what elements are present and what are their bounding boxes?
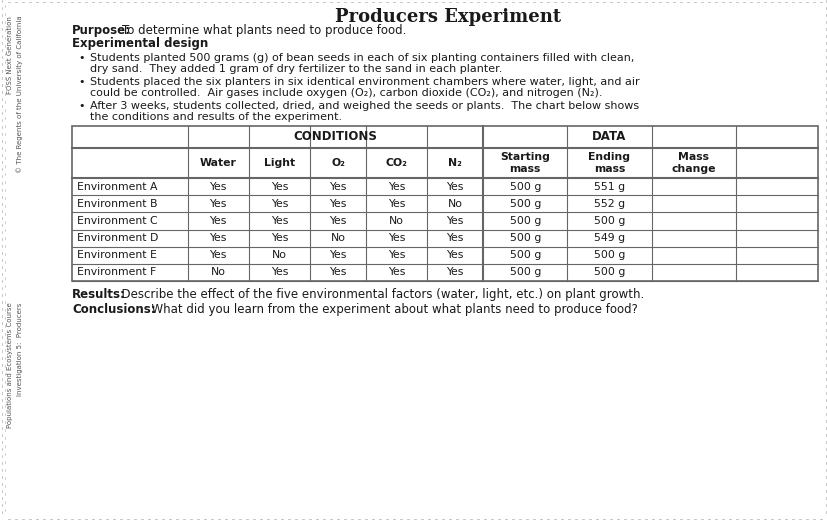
Text: Yes: Yes bbox=[387, 267, 404, 277]
Text: Yes: Yes bbox=[270, 267, 288, 277]
Text: Environment A: Environment A bbox=[77, 182, 157, 192]
Text: Experimental design: Experimental design bbox=[72, 37, 208, 50]
Text: •: • bbox=[78, 101, 84, 111]
Text: Yes: Yes bbox=[387, 233, 404, 243]
Text: 500 g: 500 g bbox=[509, 216, 540, 226]
Text: No: No bbox=[210, 267, 226, 277]
Text: © The Regents of the University of California: © The Regents of the University of Calif… bbox=[17, 16, 23, 173]
Text: No: No bbox=[271, 250, 286, 260]
Text: Yes: Yes bbox=[329, 182, 347, 192]
Text: 500 g: 500 g bbox=[593, 267, 624, 277]
Text: 549 g: 549 g bbox=[593, 233, 624, 243]
Text: Yes: Yes bbox=[209, 250, 227, 260]
Text: After 3 weeks, students collected, dried, and weighed the seeds or plants.  The : After 3 weeks, students collected, dried… bbox=[90, 101, 638, 111]
Text: 552 g: 552 g bbox=[593, 199, 624, 209]
Text: Ending
mass: Ending mass bbox=[588, 152, 629, 174]
Text: DATA: DATA bbox=[591, 130, 626, 143]
Text: N₂: N₂ bbox=[447, 158, 461, 168]
Text: Yes: Yes bbox=[387, 182, 404, 192]
Text: 500 g: 500 g bbox=[509, 199, 540, 209]
Text: Describe the effect of the five environmental factors (water, light, etc.) on pl: Describe the effect of the five environm… bbox=[114, 288, 643, 301]
Text: No: No bbox=[389, 216, 404, 226]
Text: Environment F: Environment F bbox=[77, 267, 156, 277]
Text: Environment D: Environment D bbox=[77, 233, 158, 243]
Text: Yes: Yes bbox=[329, 216, 347, 226]
Text: Environment B: Environment B bbox=[77, 199, 157, 209]
Text: 500 g: 500 g bbox=[593, 250, 624, 260]
Text: To determine what plants need to produce food.: To determine what plants need to produce… bbox=[122, 24, 406, 37]
Text: CO₂: CO₂ bbox=[385, 158, 407, 168]
Text: Environment E: Environment E bbox=[77, 250, 156, 260]
Text: Students placed the six planters in six identical environment chambers where wat: Students placed the six planters in six … bbox=[90, 77, 638, 87]
Text: Yes: Yes bbox=[387, 250, 404, 260]
Text: Yes: Yes bbox=[270, 233, 288, 243]
Text: Yes: Yes bbox=[270, 182, 288, 192]
Text: 551 g: 551 g bbox=[593, 182, 624, 192]
Text: 500 g: 500 g bbox=[509, 233, 540, 243]
Text: Conclusions:: Conclusions: bbox=[72, 303, 155, 316]
Text: 500 g: 500 g bbox=[509, 267, 540, 277]
Text: 500 g: 500 g bbox=[593, 216, 624, 226]
Text: Populations and Ecosystems Course: Populations and Ecosystems Course bbox=[7, 302, 12, 428]
Text: Results:: Results: bbox=[72, 288, 126, 301]
Text: Investigation 5:  Producers: Investigation 5: Producers bbox=[17, 302, 22, 395]
Text: Purpose:: Purpose: bbox=[72, 24, 131, 37]
Text: Yes: Yes bbox=[446, 267, 463, 277]
Text: Water: Water bbox=[199, 158, 237, 168]
Text: Yes: Yes bbox=[209, 233, 227, 243]
Text: FOSS Next Generation: FOSS Next Generation bbox=[7, 16, 12, 93]
Text: Yes: Yes bbox=[446, 250, 463, 260]
Text: Students planted 500 grams (g) of bean seeds in each of six planting containers : Students planted 500 grams (g) of bean s… bbox=[90, 53, 633, 63]
Text: O₂: O₂ bbox=[331, 158, 345, 168]
Text: could be controlled.  Air gases include oxygen (O₂), carbon dioxide (CO₂), and n: could be controlled. Air gases include o… bbox=[90, 88, 602, 98]
Text: Yes: Yes bbox=[446, 233, 463, 243]
Text: Yes: Yes bbox=[270, 216, 288, 226]
Text: Yes: Yes bbox=[209, 216, 227, 226]
Text: Yes: Yes bbox=[209, 182, 227, 192]
Text: Producers Experiment: Producers Experiment bbox=[335, 8, 561, 26]
Text: Yes: Yes bbox=[329, 267, 347, 277]
Text: the conditions and results of the experiment.: the conditions and results of the experi… bbox=[90, 112, 342, 122]
Text: Yes: Yes bbox=[329, 199, 347, 209]
Text: Yes: Yes bbox=[446, 182, 463, 192]
Text: 500 g: 500 g bbox=[509, 250, 540, 260]
Text: Yes: Yes bbox=[387, 199, 404, 209]
Bar bbox=[72, 126, 817, 281]
Text: No: No bbox=[330, 233, 345, 243]
Text: Yes: Yes bbox=[270, 199, 288, 209]
Text: What did you learn from the experiment about what plants need to produce food?: What did you learn from the experiment a… bbox=[144, 303, 637, 316]
Text: CONDITIONS: CONDITIONS bbox=[293, 130, 377, 143]
Text: Yes: Yes bbox=[329, 250, 347, 260]
Text: 500 g: 500 g bbox=[509, 182, 540, 192]
Text: Light: Light bbox=[264, 158, 294, 168]
Text: No: No bbox=[447, 199, 462, 209]
Text: Mass
change: Mass change bbox=[671, 152, 715, 174]
Text: Yes: Yes bbox=[209, 199, 227, 209]
Text: •: • bbox=[78, 77, 84, 87]
Text: dry sand.  They added 1 gram of dry fertilizer to the sand in each planter.: dry sand. They added 1 gram of dry ferti… bbox=[90, 64, 502, 74]
Text: Starting
mass: Starting mass bbox=[500, 152, 549, 174]
Text: •: • bbox=[78, 53, 84, 63]
Text: Environment C: Environment C bbox=[77, 216, 157, 226]
Text: Yes: Yes bbox=[446, 216, 463, 226]
